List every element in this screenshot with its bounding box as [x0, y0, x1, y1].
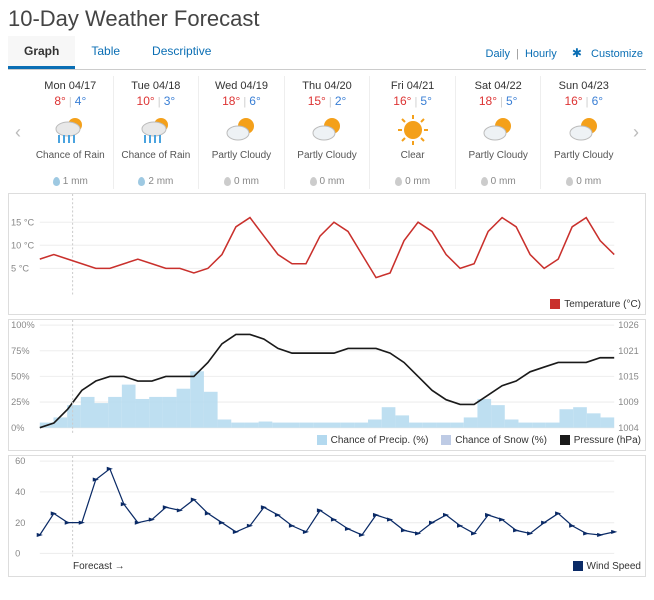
day-card[interactable]: Wed 04/1918° | 6°Partly Cloudy0 mm — [198, 76, 284, 189]
svg-text:25%: 25% — [11, 397, 29, 407]
precip-text: 0 mm — [458, 176, 539, 187]
svg-text:10 °C: 10 °C — [11, 240, 35, 250]
tab-graph[interactable]: Graph — [8, 36, 75, 69]
drop-icon — [310, 177, 317, 186]
temp-high: 18° — [479, 94, 497, 108]
precip-text: 2 mm — [116, 176, 197, 187]
link-daily[interactable]: Daily — [486, 48, 510, 60]
svg-text:1026: 1026 — [618, 320, 639, 330]
temp-high: 8° — [54, 94, 65, 108]
weather-icon — [201, 112, 282, 148]
weather-icon — [287, 112, 368, 148]
svg-text:0: 0 — [15, 549, 20, 559]
svg-text:75%: 75% — [11, 346, 29, 356]
legend-temp: Temperature (°C) — [564, 299, 641, 310]
day-name: Sun 04/23 — [543, 80, 624, 92]
prev-arrow[interactable]: ‹ — [8, 122, 28, 143]
weather-icon — [116, 112, 197, 148]
gear-icon: ✱ — [572, 46, 582, 60]
legend-pressure: Pressure (hPa) — [574, 435, 641, 446]
temp-high: 18° — [222, 94, 240, 108]
tab-descriptive[interactable]: Descriptive — [136, 36, 227, 69]
drop-icon — [481, 177, 488, 186]
svg-text:20: 20 — [15, 518, 25, 528]
svg-text:100%: 100% — [11, 320, 35, 330]
svg-text:50%: 50% — [11, 372, 29, 382]
legend-wind: Wind Speed — [587, 561, 641, 572]
tabs: Graph Table Descriptive — [8, 36, 227, 69]
weather-icon — [543, 112, 624, 148]
day-name: Tue 04/18 — [116, 80, 197, 92]
day-card[interactable]: Sun 04/2316° | 6°Partly Cloudy0 mm — [540, 76, 626, 189]
day-name: Wed 04/19 — [201, 80, 282, 92]
weather-icon — [458, 112, 539, 148]
precip-text: 0 mm — [287, 176, 368, 187]
day-card[interactable]: Tue 04/1810° | 3°Chance of Rain2 mm — [113, 76, 199, 189]
svg-text:1009: 1009 — [618, 397, 639, 407]
svg-text:15 °C: 15 °C — [11, 217, 35, 227]
precip-text: 0 mm — [543, 176, 624, 187]
temp-low: 4° — [75, 94, 86, 108]
link-customize[interactable]: Customize — [591, 48, 643, 60]
legend-snow: Chance of Snow (%) — [455, 435, 547, 446]
svg-text:1004: 1004 — [618, 423, 639, 433]
drop-icon — [566, 177, 573, 186]
days-row: ‹ Mon 04/178° | 4°Chance of Rain1 mmTue … — [8, 76, 646, 189]
link-hourly[interactable]: Hourly — [525, 48, 557, 60]
weather-icon — [30, 112, 111, 148]
topbar: Graph Table Descriptive Daily | Hourly ✱… — [8, 36, 646, 70]
drop-icon — [395, 177, 402, 186]
view-links: Daily | Hourly ✱ Customize — [483, 46, 647, 60]
condition-text: Partly Cloudy — [201, 150, 282, 172]
tab-table[interactable]: Table — [75, 36, 136, 69]
day-card[interactable]: Mon 04/178° | 4°Chance of Rain1 mm — [28, 76, 113, 189]
drop-icon — [224, 177, 231, 186]
condition-text: Clear — [372, 150, 453, 172]
precip-text: 0 mm — [201, 176, 282, 187]
day-card[interactable]: Fri 04/2116° | 5°Clear0 mm — [369, 76, 455, 189]
condition-text: Chance of Rain — [116, 150, 197, 172]
day-card[interactable]: Thu 04/2015° | 2°Partly Cloudy0 mm — [284, 76, 370, 189]
precip-text: 1 mm — [30, 176, 111, 187]
condition-text: Partly Cloudy — [287, 150, 368, 172]
temp-high: 16° — [564, 94, 582, 108]
temp-high: 10° — [137, 94, 155, 108]
temp-high: 15° — [308, 94, 326, 108]
next-arrow[interactable]: › — [626, 122, 646, 143]
wind-chart: 0 20 40 60 Forecast → Wind Speed — [8, 455, 646, 577]
temp-low: 5° — [420, 94, 431, 108]
weather-icon — [372, 112, 453, 148]
day-name: Sat 04/22 — [458, 80, 539, 92]
drop-icon — [53, 177, 60, 186]
drop-icon — [138, 177, 145, 186]
day-name: Mon 04/17 — [30, 80, 111, 92]
svg-text:60: 60 — [15, 457, 25, 467]
temp-chart: 5 °C 10 °C 15 °C Temperature (°C) — [8, 193, 646, 315]
svg-text:1021: 1021 — [618, 346, 639, 356]
day-name: Thu 04/20 — [287, 80, 368, 92]
condition-text: Partly Cloudy — [458, 150, 539, 172]
temp-low: 2° — [335, 94, 346, 108]
temp-low: 6° — [249, 94, 260, 108]
condition-text: Partly Cloudy — [543, 150, 624, 172]
day-card[interactable]: Sat 04/2218° | 5°Partly Cloudy0 mm — [455, 76, 541, 189]
svg-text:0%: 0% — [11, 423, 24, 433]
condition-text: Chance of Rain — [30, 150, 111, 172]
temp-low: 3° — [164, 94, 175, 108]
precip-chart: 0% 1004 25% 1009 50% 1015 75% 1021 100% 1026 Chan… — [8, 319, 646, 451]
svg-text:1015: 1015 — [618, 372, 639, 382]
svg-text:5 °C: 5 °C — [11, 263, 29, 273]
precip-text: 0 mm — [372, 176, 453, 187]
page-title: 10-Day Weather Forecast — [8, 6, 646, 32]
temp-high: 16° — [393, 94, 411, 108]
day-name: Fri 04/21 — [372, 80, 453, 92]
svg-text:40: 40 — [15, 487, 25, 497]
forecast-label: Forecast → — [13, 561, 125, 572]
temp-low: 5° — [506, 94, 517, 108]
legend-precip: Chance of Precip. (%) — [331, 435, 429, 446]
temp-low: 6° — [592, 94, 603, 108]
